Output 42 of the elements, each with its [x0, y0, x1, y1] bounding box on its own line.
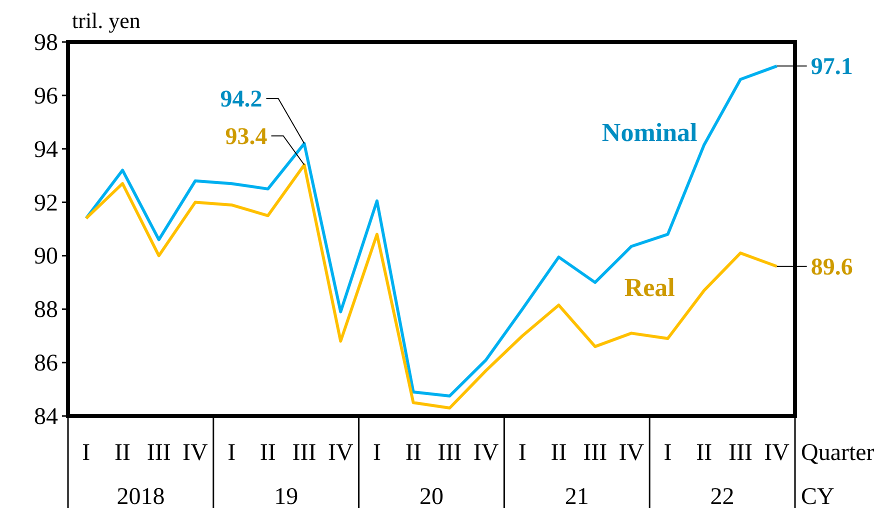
y-tick-label: 90: [34, 244, 58, 270]
x-tick-label: IV: [328, 440, 354, 466]
x-tick-label: III: [583, 440, 608, 466]
y-tick-label: 84: [34, 404, 58, 430]
text: 2018: [116, 484, 165, 508]
y-tick-label: 98: [34, 30, 58, 56]
data-label: 94.2: [220, 86, 262, 113]
x-tick-label: I: [664, 440, 672, 466]
x-tick-label: II: [696, 440, 712, 466]
y-tick-label: 92: [34, 190, 58, 216]
data-label: 97.1: [810, 54, 853, 80]
text: 20: [420, 484, 444, 508]
text: CY: [801, 484, 834, 508]
text: 21: [564, 484, 589, 508]
x-tick-label: IV: [618, 440, 645, 466]
series-label: Real: [624, 272, 675, 302]
y-tick-label: 96: [34, 83, 58, 110]
x-tick-label: IV: [473, 440, 500, 466]
y-axis-title: tril. yen: [72, 8, 140, 33]
x-tick-label: III: [728, 440, 752, 466]
x-tick-label: III: [292, 440, 316, 466]
x-tick-label: II: [114, 440, 131, 466]
x-tick-label: I: [372, 440, 381, 466]
x-tick-label: II: [550, 440, 567, 466]
x-tick-label: II: [260, 440, 276, 466]
y-tick-label: 88: [34, 297, 58, 324]
x-tick-label: IV: [182, 440, 209, 466]
y-tick-label: 86: [34, 350, 58, 377]
x-tick-label: I: [228, 440, 236, 466]
x-tick-label: IV: [764, 440, 790, 466]
x-tick-label: III: [146, 440, 171, 466]
y-tick-label: 94: [34, 136, 58, 163]
x-tick-label: III: [438, 440, 462, 466]
text: 19: [274, 484, 298, 508]
data-label: 93.4: [225, 124, 268, 150]
text: 22: [710, 484, 734, 508]
x-tick-label: II: [405, 440, 422, 466]
x-axis-title: Quarter: [801, 440, 874, 466]
series-label: Nominal: [602, 118, 698, 147]
data-label: 89.6: [810, 254, 853, 280]
x-tick-label: I: [518, 440, 526, 466]
x-tick-label: I: [82, 440, 90, 466]
